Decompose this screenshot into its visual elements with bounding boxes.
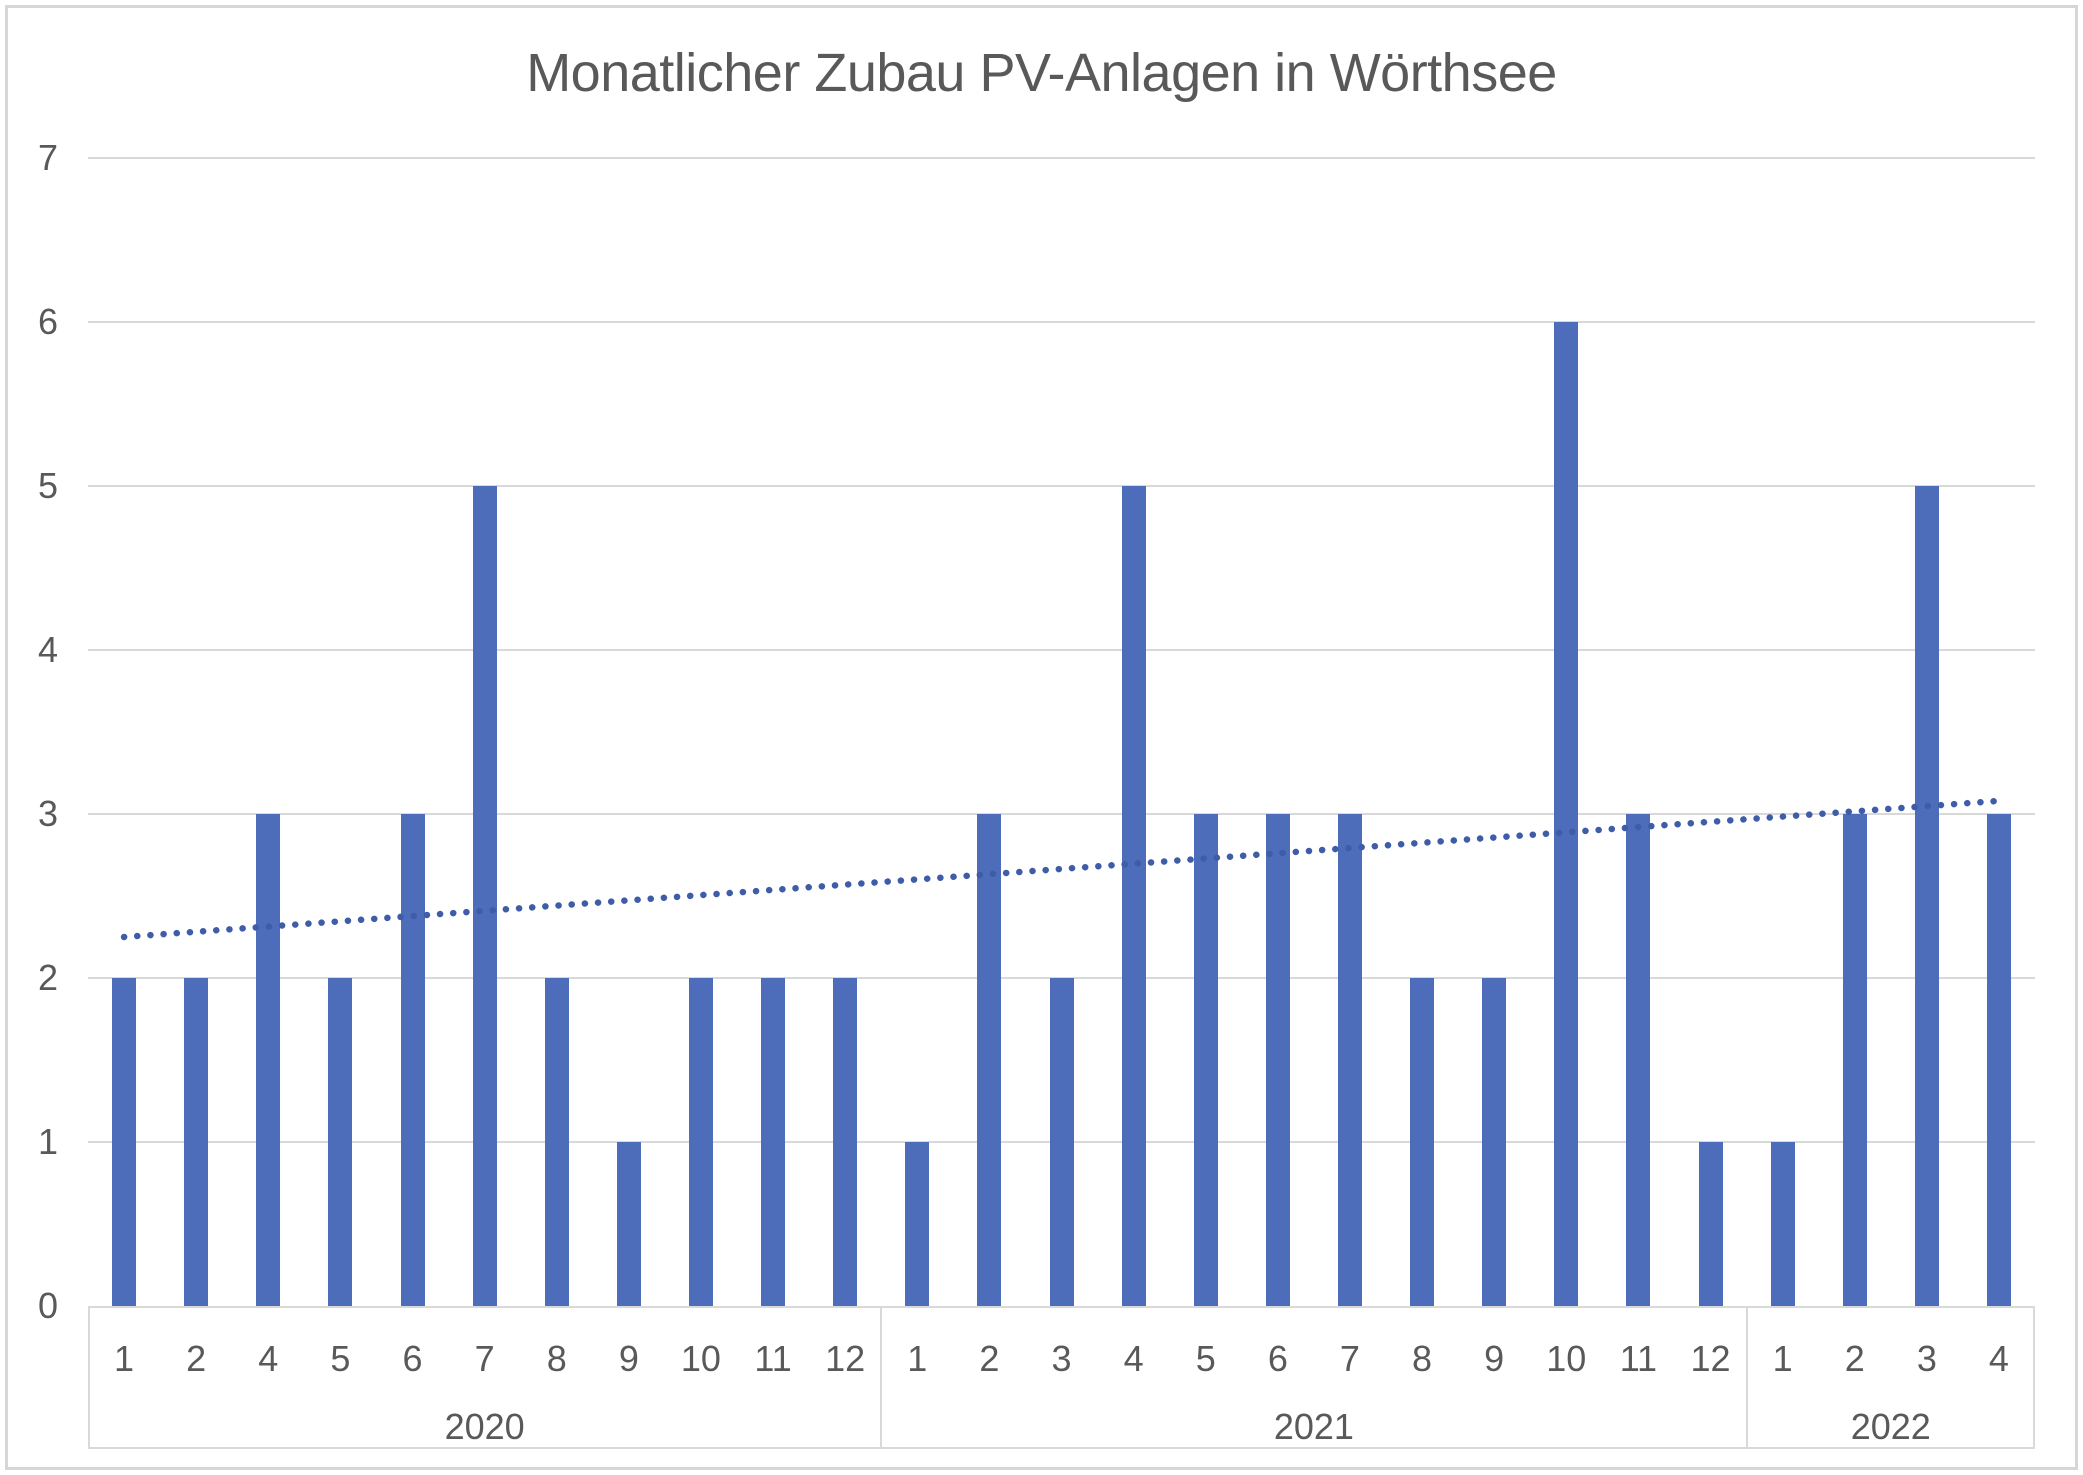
y-axis-tick-label: 6	[37, 301, 58, 342]
bar-month-21	[1554, 322, 1579, 1306]
x-axis-year-label-2020: 2020	[444, 1406, 525, 1447]
year-separator	[880, 1306, 883, 1449]
x-axis-month-label: 1	[1772, 1338, 1793, 1379]
bar-month-6	[472, 486, 497, 1306]
x-axis-month-label: 5	[1195, 1338, 1216, 1379]
x-axis-month-label: 4	[1123, 1338, 1144, 1379]
bar-month-23	[1698, 1142, 1723, 1306]
bar-month-3	[256, 814, 281, 1306]
gridline-y7	[88, 157, 2035, 159]
bar-month-16	[1193, 814, 1218, 1306]
y-axis-tick-label: 3	[37, 793, 58, 834]
x-axis-month-label: 1	[907, 1338, 928, 1379]
x-axis-month-label: 9	[1484, 1338, 1505, 1379]
x-axis-month-label: 8	[546, 1338, 567, 1379]
x-axis-month-label: 5	[330, 1338, 351, 1379]
x-axis-month-label: 4	[1988, 1338, 2009, 1379]
x-axis-month-label: 10	[1546, 1338, 1587, 1379]
bar-month-14	[1049, 978, 1074, 1306]
y-axis-tick-label: 0	[37, 1285, 58, 1326]
y-axis-tick-label: 5	[37, 465, 58, 506]
x-axis-month-label: 12	[825, 1338, 866, 1379]
x-axis-month-label: 11	[754, 1338, 792, 1379]
gridline-y4	[88, 649, 2035, 651]
bar-month-26	[1914, 486, 1939, 1306]
bar-month-19	[1410, 978, 1435, 1306]
year-separator	[1745, 1306, 1748, 1449]
bar-month-17	[1265, 814, 1290, 1306]
bar-month-9	[688, 978, 713, 1306]
y-axis-tick-label: 1	[37, 1121, 58, 1162]
gridline-y6	[88, 321, 2035, 323]
y-axis-tick-label: 4	[37, 629, 58, 670]
y-axis-tick-label: 7	[37, 137, 58, 178]
bar-month-5	[400, 814, 425, 1306]
bar-month-18	[1337, 814, 1362, 1306]
x-axis-month-label: 4	[258, 1338, 279, 1379]
x-axis-month-label: 8	[1412, 1338, 1433, 1379]
x-axis-month-label: 6	[402, 1338, 423, 1379]
x-axis-month-label: 2	[979, 1338, 1000, 1379]
x-axis-month-label: 3	[1916, 1338, 1937, 1379]
bar-month-20	[1482, 978, 1507, 1306]
bar-month-10	[761, 978, 786, 1306]
x-axis-year-label-2022: 2022	[1850, 1406, 1931, 1447]
x-axis-label-box	[88, 1306, 2035, 1449]
bar-month-4	[328, 978, 353, 1306]
x-axis-month-label: 9	[618, 1338, 639, 1379]
x-axis-month-label: 12	[1690, 1338, 1731, 1379]
bar-month-7	[544, 978, 569, 1306]
bar-month-13	[977, 814, 1002, 1306]
x-axis-month-label: 11	[1619, 1338, 1658, 1379]
chart-title: Monatlicher Zubau PV-Anlagen in Wörthsee	[526, 43, 1557, 103]
x-axis-month-label: 7	[474, 1338, 495, 1379]
x-axis-month-label: 10	[680, 1338, 721, 1379]
x-axis-month-label: 6	[1267, 1338, 1288, 1379]
bar-month-12	[905, 1142, 930, 1306]
bar-month-24	[1770, 1142, 1795, 1306]
gridline-y5	[88, 485, 2035, 487]
bar-month-11	[833, 978, 858, 1306]
bar-month-27	[1986, 814, 2011, 1306]
bar-month-8	[616, 1142, 641, 1306]
x-axis-month-label: 1	[114, 1338, 135, 1379]
x-axis-month-label: 3	[1051, 1338, 1072, 1379]
x-axis-month-label: 2	[1844, 1338, 1865, 1379]
x-axis-month-label: 7	[1339, 1338, 1360, 1379]
bar-month-15	[1121, 486, 1146, 1306]
x-axis-month-label: 2	[186, 1338, 207, 1379]
bar-month-1	[112, 978, 137, 1306]
bar-month-2	[184, 978, 209, 1306]
y-axis-tick-label: 2	[37, 957, 58, 998]
x-axis-year-label-2021: 2021	[1273, 1406, 1354, 1447]
gridline-y3	[88, 813, 2035, 815]
bar-month-25	[1842, 814, 1867, 1306]
chart-frame: Monatlicher Zubau PV-Anlagen in Wörthsee…	[5, 5, 2078, 1470]
bar-month-22	[1626, 814, 1651, 1306]
